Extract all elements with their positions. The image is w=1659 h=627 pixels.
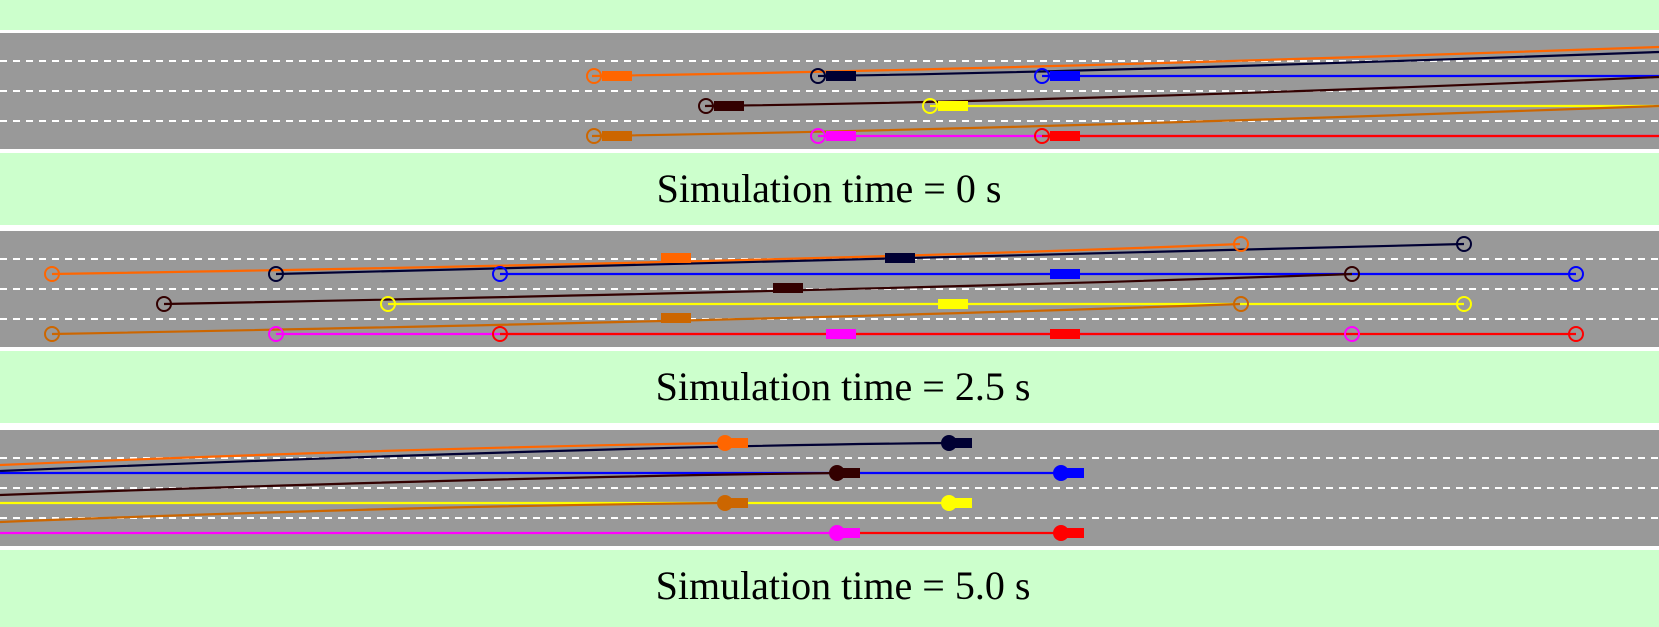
- vehicle-rust: [723, 498, 748, 508]
- start-marker-navy: [810, 68, 826, 84]
- trajectory-maroon: [163, 272, 1353, 306]
- trajectory-orange: [0, 441, 726, 467]
- start-marker-blue: [1034, 68, 1050, 84]
- vehicles-t25: [44, 236, 1584, 342]
- vehicle-blue: [1050, 71, 1080, 81]
- trajectory-rust: [591, 104, 1659, 138]
- caption-band-t0: [0, 153, 1659, 225]
- start-marker-yellow: [922, 98, 938, 114]
- vehicle-navy: [947, 438, 972, 448]
- panel-t0: Simulation time = 0 s: [0, 33, 1659, 225]
- vehicle-navy: [885, 253, 915, 263]
- trajectory-rust: [51, 302, 1241, 336]
- start-marker-red: [1034, 128, 1050, 144]
- vehicle-orange: [723, 438, 748, 448]
- start-marker-blue: [492, 266, 508, 282]
- trajectory-navy: [817, 50, 1659, 78]
- start-marker-magenta: [268, 326, 284, 342]
- vehicle-red: [1050, 329, 1080, 339]
- caption-t50: Simulation time = 5.0 s: [656, 563, 1031, 608]
- caption-t25: Simulation time = 2.5 s: [656, 364, 1031, 409]
- start-marker-yellow: [380, 296, 396, 312]
- vehicle-yellow: [947, 498, 972, 508]
- trajectory-rust: [0, 501, 726, 524]
- vehicles-t0: [586, 68, 1080, 144]
- start-marker-magenta: [810, 128, 826, 144]
- end-marker-maroon: [1344, 266, 1360, 282]
- end-marker-rust: [1233, 296, 1249, 312]
- trajectory-navy: [0, 441, 951, 473]
- trajectory-orange: [591, 45, 1659, 78]
- start-marker-orange: [44, 266, 60, 282]
- vehicles-t50: [717, 435, 1084, 541]
- end-marker-red: [1568, 326, 1584, 342]
- vehicle-yellow: [938, 101, 968, 111]
- vehicle-maroon: [773, 283, 803, 293]
- top-band: [0, 0, 1659, 30]
- start-marker-maroon: [156, 296, 172, 312]
- vehicle-magenta: [835, 528, 860, 538]
- vehicle-yellow: [938, 299, 968, 309]
- vehicle-orange: [602, 71, 632, 81]
- panel-t50: Simulation time = 5.0 s: [0, 430, 1659, 627]
- start-marker-orange: [586, 68, 602, 84]
- vehicle-magenta: [826, 329, 856, 339]
- vehicle-magenta: [826, 131, 856, 141]
- trajectories-t50: [0, 441, 1062, 535]
- end-marker-magenta: [1344, 326, 1360, 342]
- lane-markings-t50: [0, 457, 1659, 519]
- vehicle-rust: [602, 131, 632, 141]
- vehicle-rust: [661, 313, 691, 323]
- start-marker-rust: [586, 128, 602, 144]
- trajectory-maroon: [704, 75, 1659, 108]
- start-marker-rust: [44, 326, 60, 342]
- caption-band-t25: [0, 351, 1659, 423]
- end-marker-orange: [1233, 236, 1249, 252]
- end-marker-blue: [1568, 266, 1584, 282]
- end-marker-yellow: [1456, 296, 1472, 312]
- panel-t25: Simulation time = 2.5 s: [0, 231, 1659, 423]
- start-marker-navy: [268, 266, 284, 282]
- caption-band-t50: [0, 550, 1659, 627]
- vehicle-navy: [826, 71, 856, 81]
- caption-t0: Simulation time = 0 s: [657, 166, 1002, 211]
- lane-markings-t25: [0, 258, 1659, 320]
- vehicle-maroon: [835, 468, 860, 478]
- trajectory-orange: [51, 242, 1241, 276]
- vehicle-orange: [661, 253, 691, 263]
- vehicle-blue: [1059, 468, 1084, 478]
- end-marker-navy: [1456, 236, 1472, 252]
- vehicle-maroon: [714, 101, 744, 111]
- trajectories-t0: [591, 45, 1659, 138]
- vehicle-red: [1059, 528, 1084, 538]
- start-marker-red: [492, 326, 508, 342]
- trajectory-maroon: [0, 471, 839, 497]
- vehicle-red: [1050, 131, 1080, 141]
- start-marker-maroon: [698, 98, 714, 114]
- trajectories-t25: [51, 242, 1576, 336]
- vehicle-blue: [1050, 269, 1080, 279]
